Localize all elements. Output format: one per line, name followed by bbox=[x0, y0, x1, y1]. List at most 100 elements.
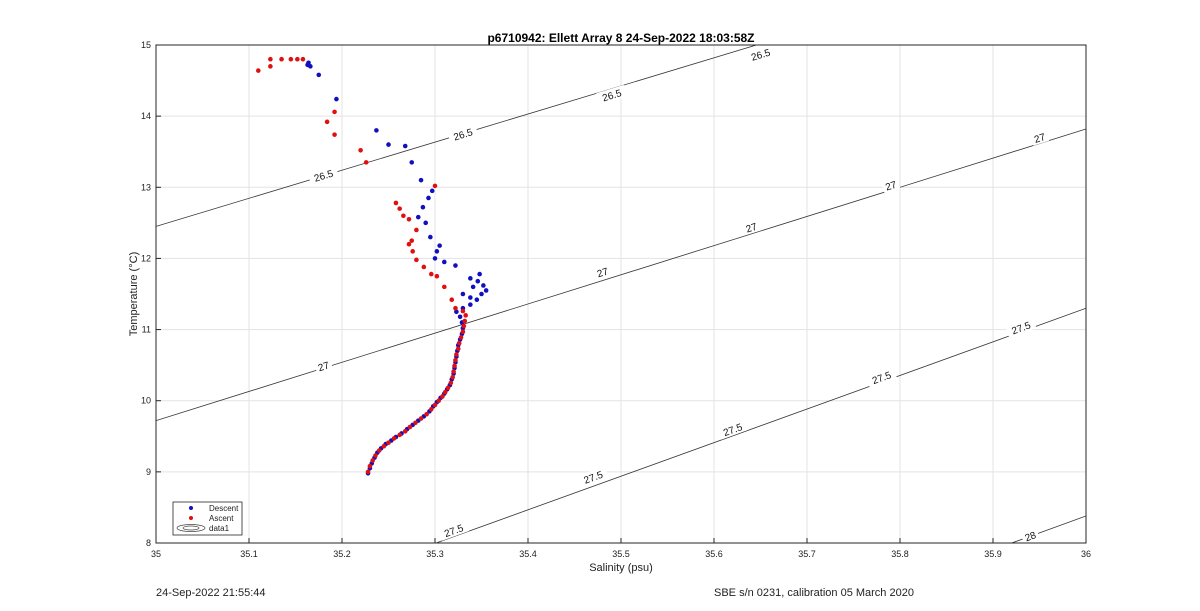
y-tick-label: 14 bbox=[141, 111, 151, 121]
ascent-point bbox=[397, 432, 402, 438]
ascent-point bbox=[432, 402, 438, 408]
ascent-point bbox=[386, 440, 391, 445]
descent-point bbox=[409, 160, 415, 165]
ascent-point bbox=[456, 340, 462, 346]
x-axis-ticks: 35 35.1 35.2 35.3 35.4 35.5 35.6 35.7 35.8 35.9 36 bbox=[151, 538, 1091, 559]
ascent-point bbox=[428, 406, 434, 412]
descent-point bbox=[418, 177, 424, 183]
descent-point bbox=[453, 263, 458, 268]
descent-point bbox=[477, 271, 482, 277]
x-axis-label: Salinity (psu) bbox=[589, 562, 653, 574]
ascent-point bbox=[406, 217, 412, 222]
descent-point bbox=[481, 283, 486, 288]
contour-label: 27 bbox=[317, 360, 331, 374]
ascent-point bbox=[462, 318, 468, 324]
contour-label-bg bbox=[592, 263, 613, 281]
contour-label: 26.5 bbox=[601, 88, 623, 104]
ascent-point bbox=[424, 411, 429, 417]
ascent-point bbox=[428, 271, 434, 277]
descent-point bbox=[468, 276, 473, 281]
descent-point bbox=[479, 291, 484, 297]
descent-point bbox=[457, 314, 463, 320]
contour-label: 27.5 bbox=[871, 370, 893, 387]
contour-label: 27 bbox=[596, 266, 610, 280]
ascent-point bbox=[414, 227, 419, 233]
y-tick-label: 13 bbox=[141, 182, 151, 192]
ascent-point bbox=[463, 313, 468, 318]
descent-point bbox=[454, 309, 459, 315]
ascent-point bbox=[454, 352, 459, 357]
ascent-point bbox=[288, 56, 294, 62]
ascent-point bbox=[434, 273, 440, 279]
descent-point bbox=[483, 288, 489, 293]
descent-point bbox=[429, 188, 435, 194]
ascent-point bbox=[450, 374, 455, 380]
contour-label-bg bbox=[717, 418, 749, 440]
ascent-point bbox=[442, 284, 447, 290]
ascent-point bbox=[460, 308, 466, 314]
ascent-point bbox=[414, 257, 419, 263]
ascent-point bbox=[432, 183, 438, 189]
descent-point bbox=[305, 62, 310, 68]
legend-descent-label: Descent bbox=[209, 504, 239, 513]
x-tick-label: 35.4 bbox=[519, 549, 537, 559]
ascent-point bbox=[255, 68, 261, 73]
ascent-point bbox=[279, 56, 284, 62]
y-tick-label: 9 bbox=[146, 467, 151, 477]
contour-label-bg bbox=[1029, 129, 1050, 146]
ascent-point bbox=[397, 206, 402, 211]
descent-point bbox=[374, 128, 379, 133]
ascent-point bbox=[448, 380, 454, 386]
y-tick-label: 10 bbox=[141, 396, 151, 406]
contour-label: 28 bbox=[1024, 530, 1039, 544]
legend-contour-icon-inner bbox=[182, 525, 200, 531]
y-tick-label: 8 bbox=[146, 538, 151, 548]
descent-point bbox=[428, 234, 433, 240]
descent-point bbox=[442, 259, 447, 265]
ascent-point bbox=[440, 394, 445, 399]
ascent-point bbox=[295, 56, 300, 62]
x-tick-label: 35.7 bbox=[798, 549, 816, 559]
density-contour-labels: 26.5 26.5 26.5 26.5 27 27 27 27 27 27.5 27.5 27.5 27… bbox=[307, 44, 1050, 544]
ascent-point bbox=[365, 469, 371, 475]
legend-ascent-marker bbox=[189, 516, 193, 520]
x-tick-label: 35.8 bbox=[891, 549, 909, 559]
contour-label-bg bbox=[447, 124, 479, 144]
contour-label-bg bbox=[741, 218, 761, 236]
contour-label-bg bbox=[881, 176, 901, 194]
y-axis-label: Temperature (°C) bbox=[128, 252, 140, 336]
ascent-point bbox=[452, 363, 457, 369]
ascent-point bbox=[451, 369, 456, 374]
contour-label: 27.5 bbox=[1010, 320, 1032, 337]
legend-descent-marker bbox=[189, 506, 193, 510]
descent-point bbox=[437, 243, 442, 248]
ascent-point bbox=[442, 389, 448, 395]
descent-point bbox=[460, 291, 466, 297]
ascent-point bbox=[410, 249, 415, 254]
legend-ascent-label: Ascent bbox=[209, 514, 234, 523]
contour-label: 26.5 bbox=[452, 127, 474, 143]
ascent-point bbox=[324, 119, 330, 125]
ascent-point bbox=[268, 64, 273, 69]
x-tick-label: 35.5 bbox=[612, 549, 630, 559]
footer-instrument: SBE s/n 0231, calibration 05 March 2020 bbox=[714, 587, 914, 599]
ascent-point bbox=[402, 429, 408, 434]
ascent-point bbox=[268, 56, 273, 62]
ascent-point bbox=[453, 357, 458, 363]
ascent-point bbox=[436, 398, 442, 404]
descent-point bbox=[316, 72, 322, 78]
x-tick-label: 35.2 bbox=[333, 549, 351, 559]
ascent-point bbox=[391, 436, 397, 441]
descent-point bbox=[420, 204, 426, 210]
ascent-point bbox=[418, 416, 424, 421]
descent-point bbox=[468, 302, 473, 307]
descent-point bbox=[426, 195, 431, 201]
y-tick-label: 11 bbox=[142, 325, 151, 335]
contour-label-bg bbox=[1005, 316, 1037, 338]
contour-label-bg bbox=[307, 165, 339, 186]
ascent-point bbox=[401, 213, 406, 219]
ascent-point bbox=[460, 329, 466, 335]
ascent-point bbox=[409, 238, 415, 243]
descent-point bbox=[434, 249, 440, 254]
contour-label-bg bbox=[865, 366, 897, 388]
